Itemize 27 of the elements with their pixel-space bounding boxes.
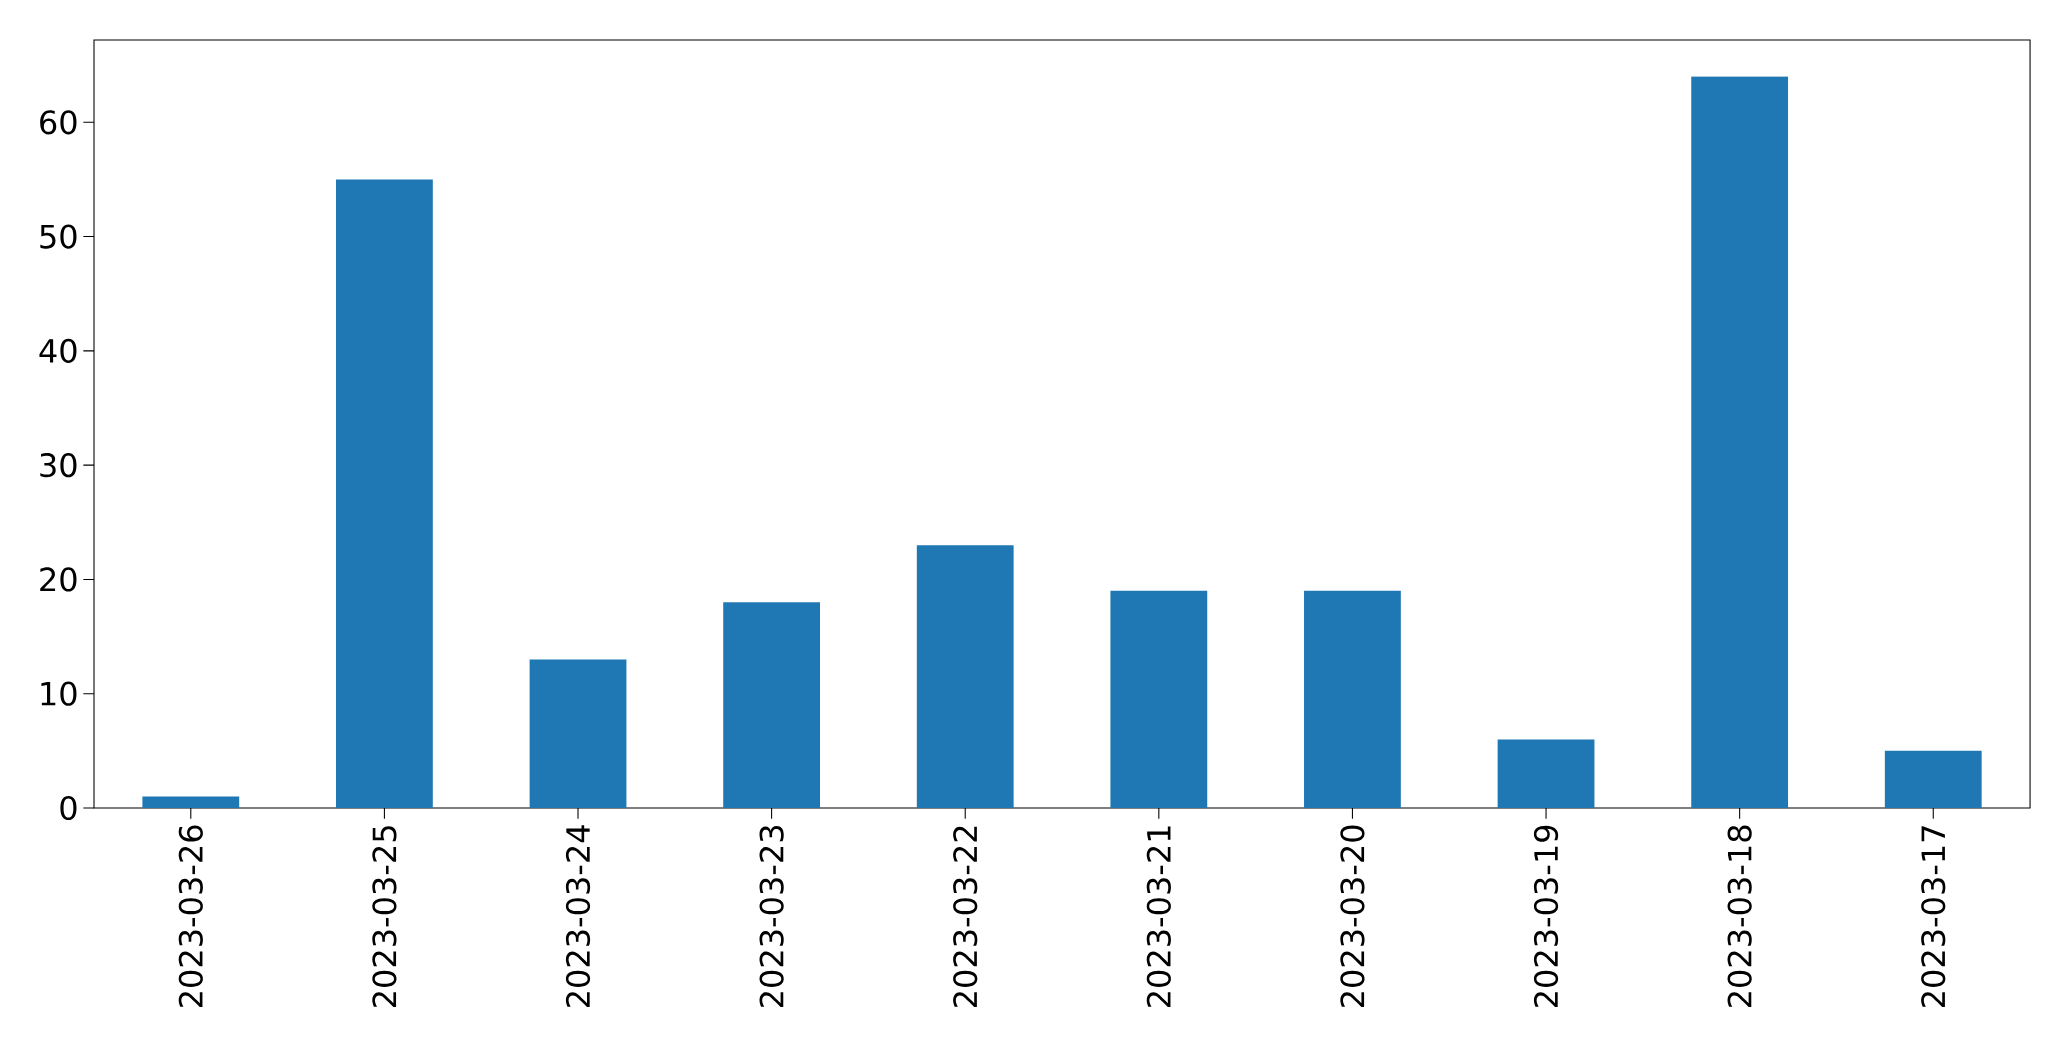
bar (1691, 76, 1789, 808)
y-tick-label: 10 (41, 681, 77, 706)
x-tick-label: 2023-03-17 (1921, 826, 1946, 1008)
x-tick-label: 2023-03-21 (1146, 826, 1171, 1008)
bar (1304, 590, 1401, 808)
x-tick-label: 2023-03-26 (178, 825, 203, 1008)
y-tick-label: 20 (40, 567, 77, 592)
bar (1110, 590, 1208, 808)
y-tick-label: 40 (39, 338, 77, 363)
x-tick-label: 2023-03-19 (1533, 825, 1559, 1008)
y-tick-label: 60 (40, 110, 77, 135)
x-tick-label: 2023-03-25 (372, 826, 397, 1008)
bar (916, 545, 1014, 808)
x-tick-label: 2023-03-23 (759, 825, 784, 1008)
x-tick-label: 2023-03-20 (1340, 825, 1365, 1008)
x-tick-label: 2023-03-22 (953, 826, 978, 1008)
y-tick-label: 30 (40, 453, 77, 478)
bar (142, 796, 240, 808)
bar (336, 179, 433, 808)
bar (1497, 739, 1595, 808)
x-tick-label: 2023-03-24 (565, 825, 591, 1008)
y-tick-label: 50 (40, 224, 77, 249)
bar (529, 659, 627, 808)
x-tick-label: 2023-03-18 (1727, 825, 1752, 1008)
bar (1884, 750, 1982, 808)
y-tick-label: 0 (60, 795, 77, 821)
bar (723, 602, 821, 808)
